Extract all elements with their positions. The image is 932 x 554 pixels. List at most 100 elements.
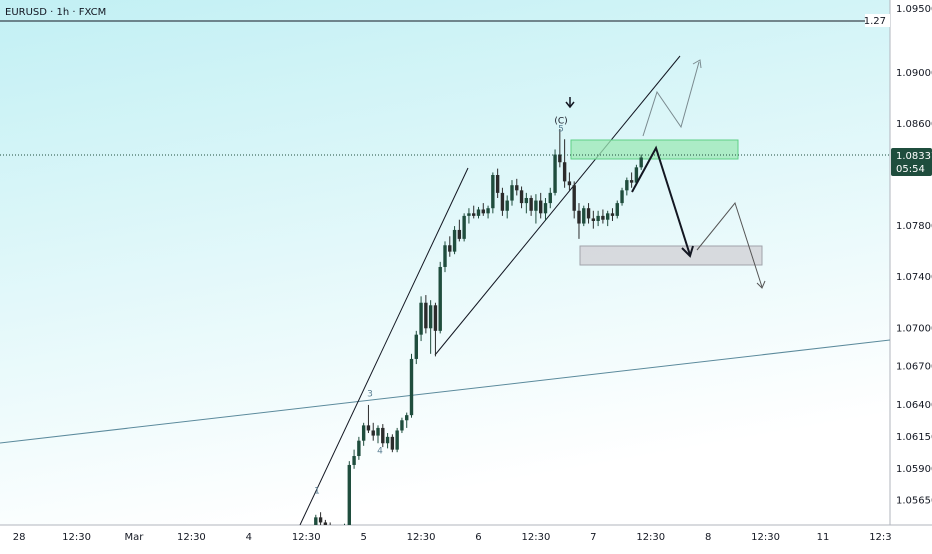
candle-body [376,427,380,436]
arrow-head [692,59,702,69]
countdown: 05:54 [896,164,925,175]
y-tick-label: 1.09500 [896,4,932,15]
candle-body [529,197,533,211]
candle-body [448,245,452,252]
candle-body [385,436,390,444]
wave-label: (C) [554,117,567,127]
candle-body [323,522,328,525]
wave-label: 4 [377,447,383,457]
y-tick-label: 1.06150 [896,432,932,443]
level-tag [865,14,890,27]
candle-body [601,215,605,220]
y-tick-label: 1.06700 [896,362,932,373]
candle-body [553,154,557,193]
candle-body [625,180,629,191]
wave-label: 5 [558,125,564,135]
last-price-label: 1.08337 [896,151,932,162]
candle-body [395,430,399,450]
candle-body [452,229,457,252]
candle-body [577,210,581,224]
candle-body [548,192,552,204]
channel-line [299,167,469,525]
candle-body [524,197,529,204]
candle-body [433,305,438,331]
x-tick-label: 5 [360,532,366,543]
candle-body [515,185,519,191]
x-tick-label: 28 [13,532,26,543]
y-tick-label: 1.07800 [896,221,932,232]
candle-body [405,415,409,421]
trend-line [0,339,890,444]
x-tick-label: 12:3 [869,532,891,543]
x-tick-label: 11 [817,532,830,543]
y-tick-label: 1.07400 [896,272,932,283]
level-label: 1.27 [864,16,886,27]
x-tick-label: Mar [125,532,145,543]
candle-body [443,245,447,267]
candle-body [562,162,567,182]
y-tick-label: 1.08600 [896,119,932,130]
candle-body [615,203,619,216]
candle-body [314,517,318,525]
demand-zone [579,245,763,266]
candle-body [567,181,572,186]
marker-arrow [565,101,575,109]
x-tick-label: 12:30 [636,532,665,543]
candle-body [481,209,485,214]
candle-body [409,358,414,416]
projection-path [642,61,700,137]
x-tick-label: 4 [246,532,252,543]
candle-body [596,215,600,221]
x-tick-label: 12:30 [521,532,550,543]
candle-body [634,167,639,183]
x-tick-label: 7 [590,532,596,543]
candle-body [605,213,610,220]
candle-body [582,208,586,224]
x-tick-label: 12:30 [62,532,91,543]
candle-body [438,266,442,331]
chart-title: EURUSD · 1h · FXCM [5,7,106,18]
candle-body [361,425,366,441]
y-tick-label: 1.05900 [896,464,932,475]
candle-body [371,430,375,436]
candle-body [390,436,395,450]
projection-path [631,145,691,256]
candle-body [629,180,634,183]
candle-body [457,229,462,239]
candle-body [610,213,615,216]
candle-body [381,427,385,444]
candle-body [352,456,356,465]
candle-body [462,215,466,239]
candle-body [495,175,500,193]
candle-body [510,185,514,201]
x-tick-label: 8 [705,532,711,543]
candles [314,129,643,525]
candle-body [538,200,543,214]
candle-body [357,440,361,457]
candle-body [543,203,548,214]
candle-body [400,420,404,431]
candle-body [591,218,596,221]
overlay: EURUSD · 1h · FXCM 1 3 4 (C) 5 1.27 1.08… [0,4,932,543]
candle-body [476,209,481,216]
candle-body [500,192,505,211]
y-tick-label: 1.09000 [896,68,932,79]
candle-body [572,185,576,211]
candle-body [347,464,352,525]
candle-body [586,208,591,219]
candle-body [419,302,423,335]
x-tick-label: 12:30 [292,532,321,543]
channel-line [434,55,681,356]
price-axis [890,0,932,550]
x-tick-label: 6 [475,532,481,543]
candle-body [620,190,624,204]
time-axis [0,525,890,550]
arrow-head [681,245,694,258]
drawings [0,20,890,525]
candle-body [424,302,428,329]
candle-body [639,157,643,168]
x-tick-label: 12:30 [177,532,206,543]
candle-body [505,200,509,211]
x-tick-label: 12:30 [751,532,780,543]
